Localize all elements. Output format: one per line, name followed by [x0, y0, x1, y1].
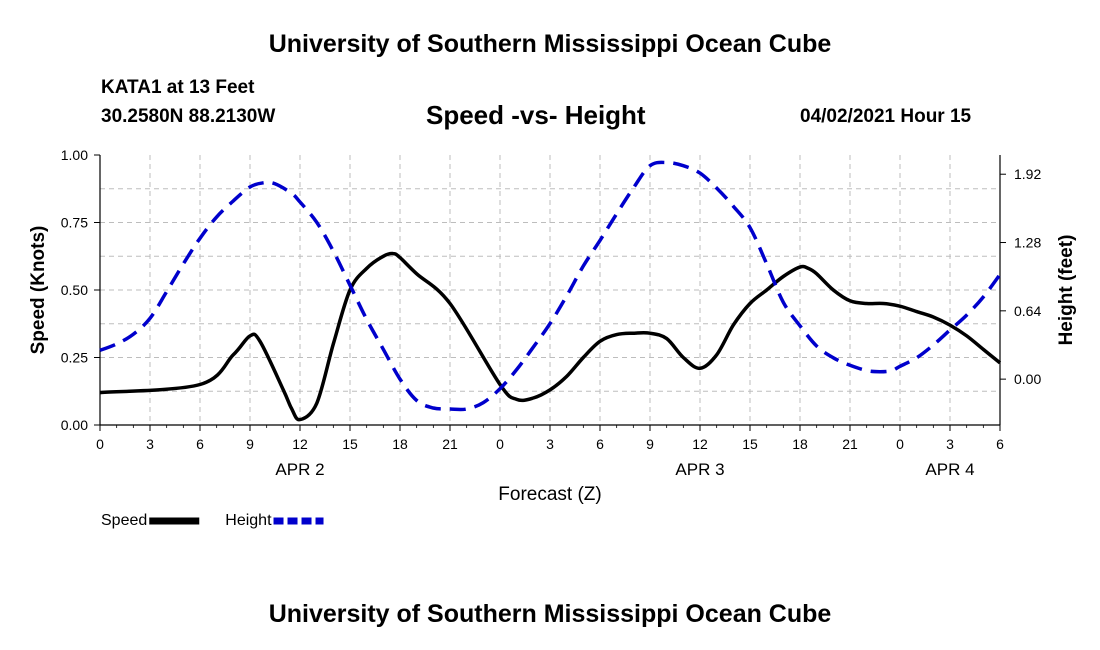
y-tick-label-right: 0.64 [1014, 303, 1041, 319]
x-date-label: APR 3 [675, 460, 724, 479]
chart-subtitle: Speed -vs- Height [426, 100, 646, 130]
x-tick-label: 6 [196, 436, 204, 452]
x-tick-label: 0 [896, 436, 904, 452]
x-tick-label: 3 [146, 436, 154, 452]
station-coordinates: 30.2580N 88.2130W [101, 106, 276, 127]
x-tick-label: 21 [442, 436, 458, 452]
x-tick-label: 3 [546, 436, 554, 452]
legend-label-speed: Speed [101, 512, 147, 529]
chart-header-title: University of Southern Mississippi Ocean… [268, 30, 832, 58]
x-tick-label: 18 [792, 436, 808, 452]
legend-label-height: Height [225, 512, 272, 529]
y-axis-title-left: Speed (Knots) [28, 226, 49, 355]
x-tick-label: 0 [96, 436, 104, 452]
x-tick-label: 9 [246, 436, 254, 452]
x-tick-label: 15 [742, 436, 758, 452]
x-tick-label: 6 [996, 436, 1004, 452]
x-date-label: APR 4 [925, 460, 974, 479]
y-tick-label-right: 1.92 [1014, 166, 1041, 182]
y-tick-label-left: 0.50 [61, 282, 88, 298]
x-tick-label: 6 [596, 436, 604, 452]
y-tick-label-right: 1.28 [1014, 235, 1041, 251]
y-axis-title-right: Height (feet) [1056, 235, 1077, 346]
y-tick-label-left: 0.00 [61, 417, 88, 433]
x-axis-title: Forecast (Z) [498, 484, 601, 505]
x-tick-label: 15 [342, 436, 358, 452]
chart-footer-title: University of Southern Mississippi Ocean… [268, 600, 832, 628]
forecast-datestamp: 04/02/2021 Hour 15 [800, 106, 972, 127]
y-tick-label-left: 1.00 [61, 147, 88, 163]
x-tick-label: 9 [646, 436, 654, 452]
x-tick-label: 21 [842, 436, 858, 452]
station-name: KATA1 at 13 Feet [101, 77, 255, 98]
y-tick-label-left: 0.25 [61, 350, 88, 366]
y-tick-label-left: 0.75 [61, 215, 88, 231]
x-tick-label: 12 [292, 436, 308, 452]
x-date-label: APR 2 [275, 460, 324, 479]
series-line-speed [99, 251, 1002, 422]
y-tick-label-right: 0.00 [1014, 371, 1041, 387]
x-tick-label: 18 [392, 436, 408, 452]
x-tick-label: 0 [496, 436, 504, 452]
x-tick-label: 3 [946, 436, 954, 452]
series-line-height [99, 160, 1002, 412]
x-tick-label: 12 [692, 436, 708, 452]
